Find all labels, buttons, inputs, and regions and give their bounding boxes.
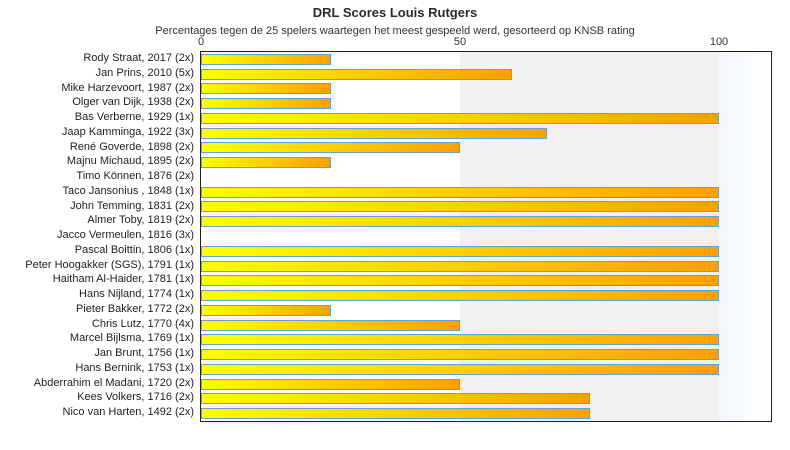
plot-area — [200, 51, 772, 422]
bar — [201, 186, 719, 198]
bar — [201, 363, 719, 375]
player-label: John Temming, 1831 (2x) — [70, 199, 194, 212]
bar — [201, 142, 460, 154]
bar — [201, 112, 719, 124]
bar — [201, 127, 547, 139]
player-label: Timo Können, 1876 (2x) — [76, 170, 194, 183]
bar — [201, 216, 719, 228]
player-label: Olger van Dijk, 1938 (2x) — [72, 96, 194, 109]
player-label: Jaap Kamminga, 1922 (3x) — [61, 125, 194, 138]
player-label: Almer Toby, 1819 (2x) — [87, 214, 194, 227]
player-label: Mike Harzevoort, 1987 (2x) — [61, 81, 194, 94]
bar — [201, 83, 331, 95]
player-label: Pieter Bakker, 1772 (2x) — [75, 302, 194, 315]
bar — [201, 245, 719, 257]
chart-subtitle: Percentages tegen de 25 spelers waartege… — [155, 25, 635, 37]
player-label: Rody Straat, 2017 (2x) — [83, 52, 194, 64]
background-band-beyond-100 — [719, 52, 771, 421]
x-tick-label: 0 — [197, 36, 205, 48]
bar — [201, 393, 590, 405]
bar — [201, 290, 719, 302]
player-label: Bas Verberne, 1929 (1x) — [74, 111, 194, 124]
bar — [201, 349, 719, 361]
player-label: Chris Lutz, 1770 (4x) — [91, 317, 194, 330]
bar — [201, 334, 719, 346]
bar — [201, 98, 331, 110]
player-label: Jan Prins, 2010 (5x) — [95, 66, 194, 79]
x-tick-label: 100 — [709, 36, 729, 48]
player-label: Hans Bernink, 1753 (1x) — [75, 361, 194, 374]
bar — [201, 378, 460, 390]
player-label: Nico van Harten, 1492 (2x) — [62, 406, 194, 419]
player-label: Jan Brunt, 1756 (1x) — [94, 347, 194, 360]
player-label: Marcel Bijlsma, 1769 (1x) — [69, 332, 194, 345]
player-label: Jacco Vermeulen, 1816 (3x) — [57, 229, 194, 242]
bar — [201, 68, 512, 80]
player-label: Majnu Michaud, 1895 (2x) — [66, 155, 194, 168]
bar — [201, 157, 331, 169]
bar — [201, 319, 460, 331]
player-label: Hans Nijland, 1774 (1x) — [79, 288, 194, 301]
player-label: Abderrahim el Madani, 1720 (2x) — [33, 376, 194, 389]
bar — [201, 53, 331, 65]
bar — [201, 201, 719, 213]
bar — [201, 408, 590, 420]
player-label: Haitham Al-Haider, 1781 (1x) — [52, 273, 194, 286]
player-label: Kees Volkers, 1716 (2x) — [77, 391, 194, 404]
player-label: Peter Hoogakker (SGS), 1791 (1x) — [25, 258, 194, 271]
x-tick-label: 50 — [453, 36, 467, 48]
bar — [201, 304, 331, 316]
player-label: René Goverde, 1898 (2x) — [69, 140, 194, 153]
player-label: Pascal Boittin, 1806 (1x) — [74, 243, 194, 256]
bar — [201, 260, 719, 272]
chart-title: DRL Scores Louis Rutgers — [312, 5, 478, 20]
bar — [201, 275, 719, 287]
player-label: Taco Jansonius , 1848 (1x) — [62, 184, 194, 197]
